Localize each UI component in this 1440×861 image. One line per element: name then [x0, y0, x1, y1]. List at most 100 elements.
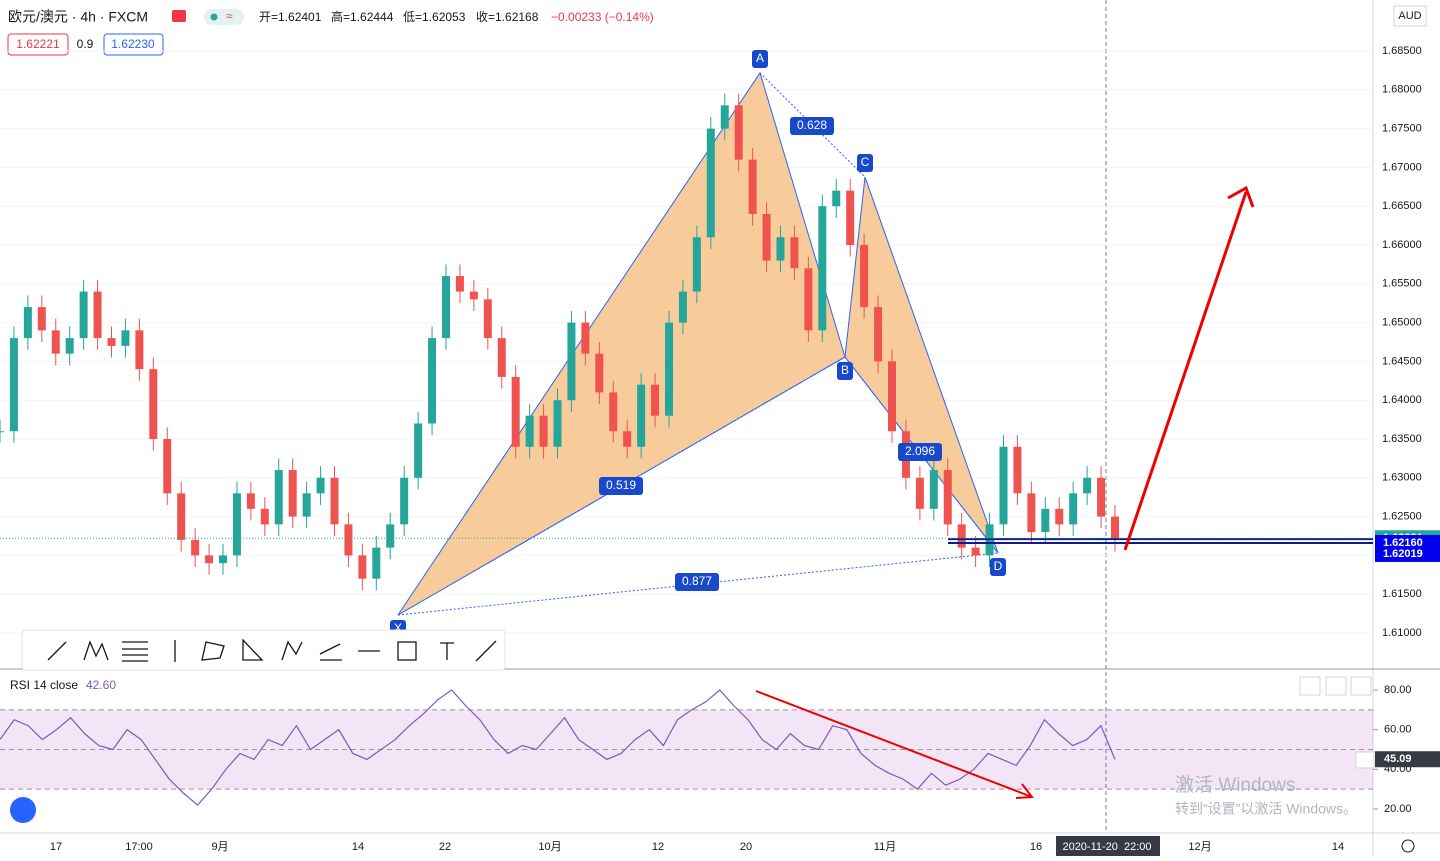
logo: [10, 797, 36, 823]
candle: [692, 237, 701, 292]
candle: [9, 338, 18, 432]
ratio-bg: [790, 117, 834, 135]
settings-icon[interactable]: [1401, 839, 1415, 853]
tool-polygon[interactable]: [201, 641, 225, 661]
candle: [1041, 508, 1050, 533]
buy-box[interactable]: [103, 33, 164, 56]
bid: 1.62221: [16, 37, 60, 51]
candle: [929, 470, 938, 509]
y-tick-label: 1.61500: [1382, 588, 1422, 600]
price-label: 1.62160: [1383, 537, 1423, 549]
candle: [790, 237, 799, 269]
candle: [316, 477, 325, 494]
sell-box[interactable]: [7, 33, 69, 56]
btn-close[interactable]: [1325, 676, 1347, 696]
x-tick-label: 9月: [211, 841, 228, 853]
candle: [232, 493, 241, 556]
candle: [678, 291, 687, 323]
tool-pattern[interactable]: [83, 640, 109, 661]
candle: [246, 493, 255, 509]
watermark-title: 激活 Windows: [1175, 774, 1295, 796]
candle: [372, 547, 381, 579]
candle: [874, 307, 883, 362]
y-tick-label: 1.65500: [1382, 278, 1422, 290]
tool-triangle[interactable]: [242, 638, 264, 661]
y-tick-label: 1.67500: [1382, 123, 1422, 135]
tool-fib[interactable]: [122, 641, 148, 662]
candle: [1097, 477, 1106, 517]
tool-trendline[interactable]: [47, 641, 67, 661]
change: −0.00233 (−0.14%): [551, 10, 654, 24]
candle: [191, 539, 200, 556]
candle: [302, 493, 311, 517]
y-tick-label: 1.65000: [1382, 317, 1422, 329]
indicator-toggle[interactable]: [204, 9, 244, 25]
point-label: C: [861, 155, 870, 169]
x-tick-label: 14: [352, 841, 364, 853]
candle: [651, 384, 660, 416]
x-tick-label: 20: [740, 841, 752, 853]
ratio-bg: [675, 573, 719, 591]
candle: [93, 291, 102, 339]
x-tick-label: 12月: [1188, 841, 1211, 853]
price-label: 1.62019: [1383, 548, 1423, 560]
candle: [469, 291, 478, 300]
candle: [595, 353, 604, 393]
btn-up[interactable]: [1299, 676, 1321, 696]
flag-icon[interactable]: [172, 10, 186, 22]
candle: [720, 105, 729, 129]
candle: [1055, 508, 1064, 525]
candle: [344, 524, 353, 556]
candle: [177, 493, 186, 540]
candle: [553, 400, 562, 447]
ratio-bg: [599, 477, 643, 495]
close: 收=1.62168: [476, 10, 539, 24]
spread: 0.9: [77, 37, 94, 51]
btn-max[interactable]: [1350, 676, 1372, 696]
rsi-trend-arrow: [755, 690, 1034, 799]
candle: [943, 470, 952, 525]
tool-xabcd[interactable]: [281, 640, 303, 661]
candle: [442, 276, 450, 339]
tool-ray[interactable]: [475, 640, 497, 662]
y-tick-label: 1.62500: [1382, 511, 1422, 523]
ratio-label: 2.096: [905, 444, 935, 458]
low: 低=1.62053: [403, 10, 466, 24]
tool-text[interactable]: [440, 642, 454, 660]
ratio-label: 0.877: [682, 574, 712, 588]
candle: [748, 159, 757, 214]
x-tick-label: 17: [50, 841, 62, 853]
point-label-bg: [990, 557, 1006, 576]
btn-add[interactable]: [1355, 751, 1375, 769]
tool-rect[interactable]: [397, 641, 417, 661]
candle: [665, 322, 673, 416]
x-tick-label: 2020-11-20 22:00: [1062, 841, 1151, 853]
x-tick-label: 17:00: [125, 841, 153, 853]
y-tick-label: 1.63500: [1382, 433, 1422, 445]
ratio-label: 0.519: [606, 478, 636, 492]
candle: [51, 330, 60, 354]
tool-pitchfork[interactable]: [319, 643, 342, 661]
candle: [915, 477, 924, 509]
toolbar-bg: [21, 629, 506, 671]
candle: [888, 361, 896, 432]
currency-box[interactable]: [1393, 5, 1427, 27]
candle: [358, 555, 367, 579]
y-tick-label: 1.64500: [1382, 355, 1422, 367]
watermark-sub: 转到“设置”以激活 Windows。: [1175, 801, 1357, 817]
point-label: X: [394, 621, 402, 635]
symbol: 欧元/澳元 · 4h · FXCM: [8, 9, 148, 25]
candle: [65, 338, 74, 354]
candle: [734, 105, 743, 160]
candle: [1083, 477, 1092, 494]
candle: [567, 322, 576, 401]
rsi-last: 45.09: [1384, 753, 1412, 765]
rsi-tick-label: 20.00: [1384, 803, 1412, 815]
x-tick-label: 14: [1332, 841, 1344, 853]
candle: [804, 268, 813, 331]
candle: [428, 338, 437, 424]
x-tick-label: 22: [439, 841, 451, 853]
ask: 1.62230: [111, 37, 155, 51]
candle: [483, 299, 492, 339]
candle: [971, 547, 980, 556]
